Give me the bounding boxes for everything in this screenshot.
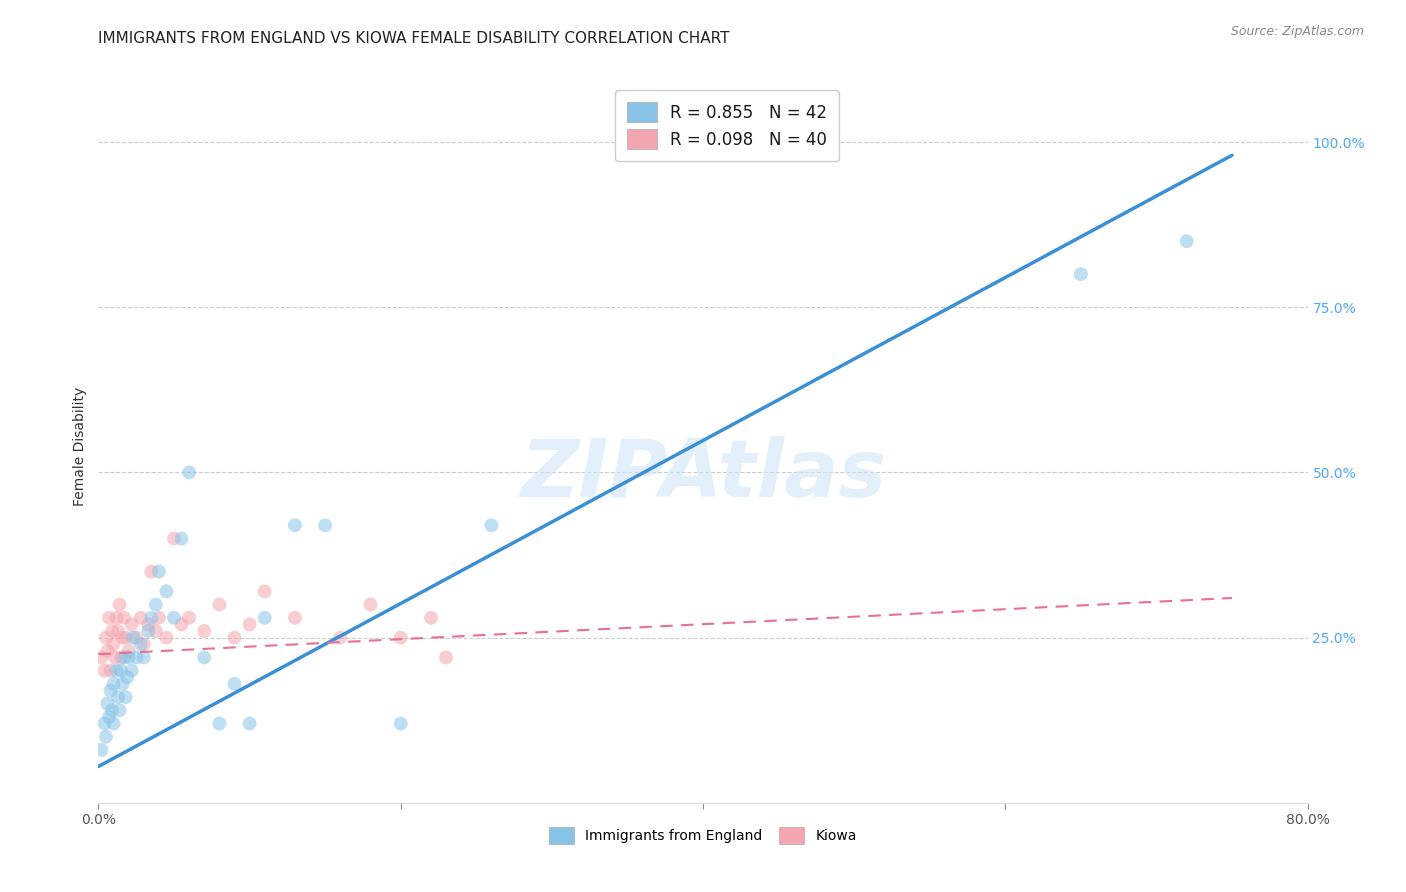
Point — [96, 644, 118, 658]
Point — [148, 565, 170, 579]
Point — [121, 664, 143, 678]
Point — [314, 518, 336, 533]
Point — [98, 611, 121, 625]
Point — [121, 617, 143, 632]
Point — [111, 677, 134, 691]
Point — [481, 518, 503, 533]
Point — [125, 631, 148, 645]
Point — [148, 611, 170, 625]
Point — [239, 716, 262, 731]
Point — [94, 631, 117, 645]
Point — [179, 611, 201, 625]
Point — [94, 730, 117, 744]
Point — [93, 716, 115, 731]
Point — [118, 644, 141, 658]
Point — [170, 617, 193, 632]
Point — [93, 664, 115, 678]
Point — [108, 703, 131, 717]
Point — [179, 466, 201, 480]
Point — [239, 617, 262, 632]
Y-axis label: Female Disability: Female Disability — [73, 386, 87, 506]
Point — [111, 631, 134, 645]
Point — [125, 650, 148, 665]
Point — [98, 710, 121, 724]
Point — [208, 716, 231, 731]
Point — [103, 716, 125, 731]
Point — [163, 532, 186, 546]
Point — [253, 611, 276, 625]
Point — [96, 697, 118, 711]
Point — [253, 584, 276, 599]
Point — [129, 637, 152, 651]
Text: ZIPAtlas: ZIPAtlas — [520, 435, 886, 514]
Point — [115, 670, 138, 684]
Point — [132, 637, 155, 651]
Point — [420, 611, 443, 625]
Point — [105, 611, 128, 625]
Point — [132, 650, 155, 665]
Point — [1070, 267, 1092, 281]
Point — [224, 631, 246, 645]
Legend: Immigrants from England, Kiowa: Immigrants from England, Kiowa — [544, 822, 862, 849]
Point — [101, 703, 124, 717]
Point — [193, 650, 215, 665]
Point — [114, 631, 136, 645]
Point — [107, 690, 129, 704]
Point — [389, 631, 412, 645]
Point — [107, 624, 129, 638]
Text: IMMIGRANTS FROM ENGLAND VS KIOWA FEMALE DISABILITY CORRELATION CHART: IMMIGRANTS FROM ENGLAND VS KIOWA FEMALE … — [98, 31, 730, 46]
Point — [122, 631, 145, 645]
Point — [155, 584, 177, 599]
Point — [193, 624, 215, 638]
Point — [105, 664, 128, 678]
Point — [129, 611, 152, 625]
Point — [104, 650, 127, 665]
Point — [118, 650, 141, 665]
Point — [141, 565, 163, 579]
Point — [101, 624, 124, 638]
Point — [145, 598, 167, 612]
Point — [112, 650, 135, 665]
Point — [170, 532, 193, 546]
Point — [360, 598, 382, 612]
Point — [155, 631, 177, 645]
Point — [112, 611, 135, 625]
Point — [145, 624, 167, 638]
Point — [141, 611, 163, 625]
Point — [110, 650, 132, 665]
Point — [108, 598, 131, 612]
Point — [100, 683, 122, 698]
Point — [434, 650, 457, 665]
Point — [100, 664, 122, 678]
Point — [284, 611, 307, 625]
Point — [103, 677, 125, 691]
Point — [90, 650, 112, 665]
Point — [136, 617, 159, 632]
Point — [136, 624, 159, 638]
Point — [389, 716, 412, 731]
Text: Source: ZipAtlas.com: Source: ZipAtlas.com — [1230, 25, 1364, 38]
Point — [329, 631, 352, 645]
Point — [224, 677, 246, 691]
Point — [114, 690, 136, 704]
Point — [103, 637, 125, 651]
Point — [90, 743, 112, 757]
Point — [163, 611, 186, 625]
Point — [208, 598, 231, 612]
Point — [1175, 234, 1198, 248]
Point — [284, 518, 307, 533]
Point — [110, 664, 132, 678]
